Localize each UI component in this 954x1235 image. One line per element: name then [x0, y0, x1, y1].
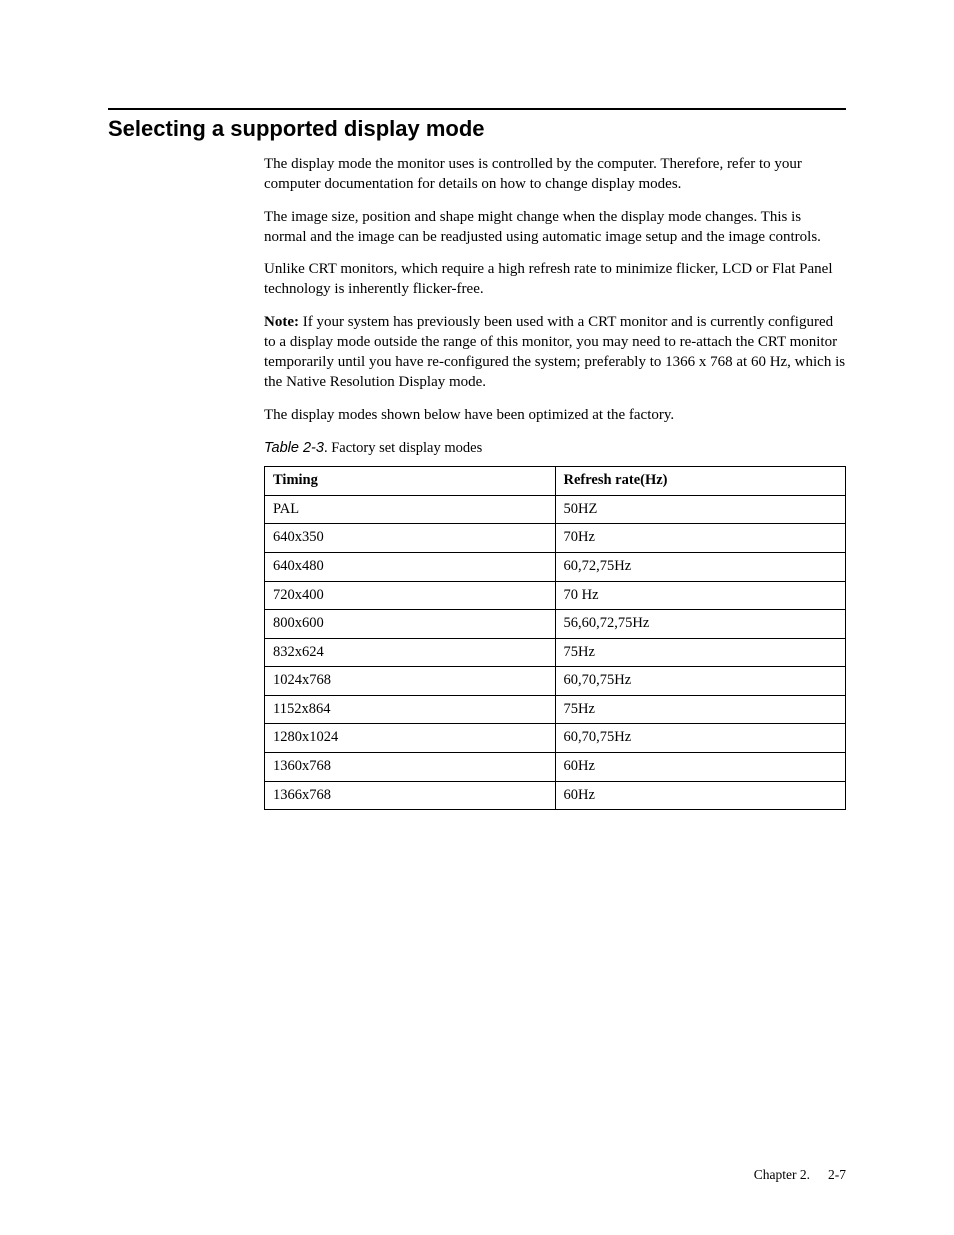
table-row: 832x624 75Hz	[265, 638, 846, 667]
table-row: 1024x768 60,70,75Hz	[265, 667, 846, 696]
table-row: 1152x864 75Hz	[265, 695, 846, 724]
cell-refresh: 56,60,72,75Hz	[555, 610, 846, 639]
cell-timing: 640x350	[265, 524, 556, 553]
table-row: 720x400 70 Hz	[265, 581, 846, 610]
table-row: PAL 50HZ	[265, 495, 846, 524]
paragraph-note: Note: If your system has previously been…	[264, 312, 846, 393]
body-block: The display mode the monitor uses is con…	[264, 154, 846, 810]
cell-timing: 720x400	[265, 581, 556, 610]
cell-refresh: 60Hz	[555, 752, 846, 781]
note-body: If your system has previously been used …	[264, 314, 845, 391]
cell-refresh: 75Hz	[555, 638, 846, 667]
cell-refresh: 50HZ	[555, 495, 846, 524]
cell-timing: 1152x864	[265, 695, 556, 724]
paragraph-intro: The display mode the monitor uses is con…	[264, 154, 846, 195]
cell-refresh: 70 Hz	[555, 581, 846, 610]
cell-refresh: 75Hz	[555, 695, 846, 724]
cell-refresh: 70Hz	[555, 524, 846, 553]
cell-refresh: 60Hz	[555, 781, 846, 810]
cell-timing: 640x480	[265, 553, 556, 582]
section-rule	[108, 108, 846, 110]
col-header-timing: Timing	[265, 467, 556, 496]
display-modes-table: Timing Refresh rate(Hz) PAL 50HZ 640x350…	[264, 466, 846, 810]
footer-chapter: Chapter 2.	[754, 1167, 810, 1182]
table-row: 640x480 60,72,75Hz	[265, 553, 846, 582]
paragraph-optimized: The display modes shown below have been …	[264, 405, 846, 425]
cell-refresh: 60,72,75Hz	[555, 553, 846, 582]
table-row: 640x350 70Hz	[265, 524, 846, 553]
table-row: 1366x768 60Hz	[265, 781, 846, 810]
table-row: 1360x768 60Hz	[265, 752, 846, 781]
note-label: Note:	[264, 314, 299, 330]
cell-timing: 1280x1024	[265, 724, 556, 753]
cell-timing: 1360x768	[265, 752, 556, 781]
footer-page-number: 2-7	[828, 1167, 846, 1182]
cell-timing: PAL	[265, 495, 556, 524]
table-caption: Table 2-3. Factory set display modes	[264, 439, 846, 459]
paragraph-image-change: The image size, position and shape might…	[264, 207, 846, 248]
table-caption-text: . Factory set display modes	[324, 440, 482, 456]
page: Selecting a supported display mode The d…	[0, 0, 954, 1235]
table-header-row: Timing Refresh rate(Hz)	[265, 467, 846, 496]
table-row: 1280x1024 60,70,75Hz	[265, 724, 846, 753]
cell-timing: 800x600	[265, 610, 556, 639]
cell-refresh: 60,70,75Hz	[555, 667, 846, 696]
col-header-refresh: Refresh rate(Hz)	[555, 467, 846, 496]
cell-timing: 1024x768	[265, 667, 556, 696]
page-footer: Chapter 2. 2-7	[754, 1167, 846, 1183]
table-row: 800x600 56,60,72,75Hz	[265, 610, 846, 639]
cell-timing: 1366x768	[265, 781, 556, 810]
paragraph-flicker-free: Unlike CRT monitors, which require a hig…	[264, 259, 846, 300]
table-caption-id: Table 2-3	[264, 440, 324, 456]
cell-timing: 832x624	[265, 638, 556, 667]
cell-refresh: 60,70,75Hz	[555, 724, 846, 753]
section-title: Selecting a supported display mode	[108, 116, 846, 142]
